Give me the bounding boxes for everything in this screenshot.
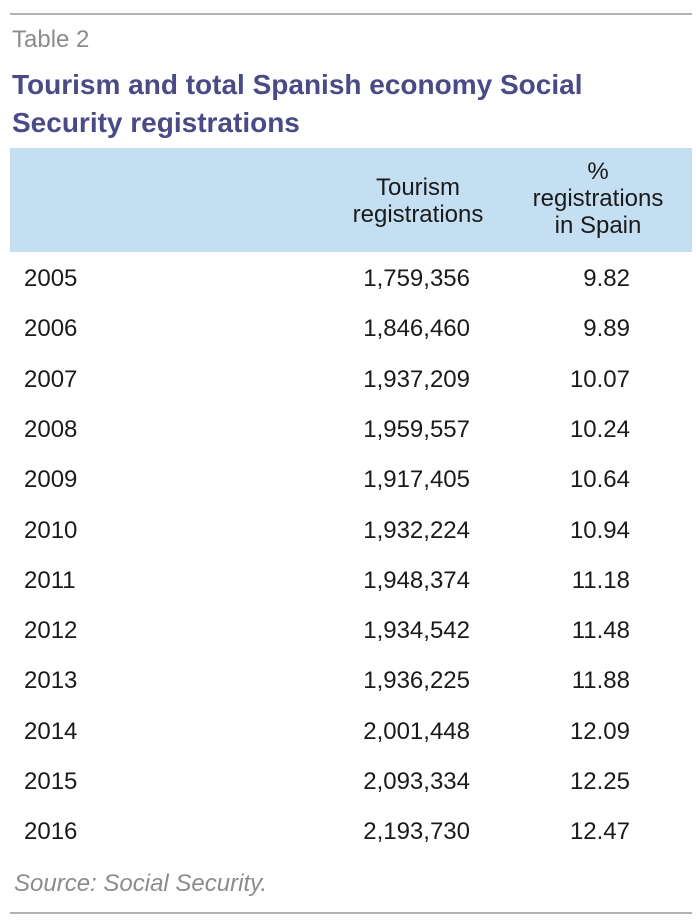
cell-pct: 11.88	[571, 667, 630, 695]
cell-pct: 12.25	[569, 768, 630, 795]
bottom-rule	[10, 912, 692, 914]
table-row: 2013 1,936,225 11.88	[10, 656, 692, 706]
cell-pct: 12.47	[569, 818, 630, 846]
table-row: 2010 1,932,224 10.94	[10, 506, 692, 556]
header-line: registrations	[352, 201, 484, 228]
cell-pct: 12.09	[569, 717, 630, 745]
table-row: 2008 1,959,557 10.24	[10, 405, 692, 455]
cell-pct: 9.89	[583, 315, 630, 343]
cell-year: 2015	[24, 768, 78, 795]
cell-pct: 9.82	[583, 265, 630, 292]
cell-registrations: 1,936,225	[363, 667, 470, 695]
cell-registrations: 1,948,374	[363, 566, 470, 594]
top-rule	[10, 13, 692, 15]
cell-year: 2010	[24, 516, 78, 544]
table-header: Tourism registrations % registrations in…	[10, 148, 692, 252]
cell-pct: 11.48	[571, 617, 630, 645]
cell-registrations: 2,093,334	[363, 768, 470, 795]
table-row: 2007 1,937,209 10.07	[10, 355, 692, 405]
cell-year: 2016	[24, 818, 78, 846]
cell-year: 2006	[24, 315, 78, 343]
table-row: 2009 1,917,405 10.64	[10, 455, 692, 505]
cell-year: 2012	[24, 617, 78, 645]
cell-pct: 10.94	[569, 516, 630, 544]
cell-pct: 10.64	[569, 466, 630, 494]
cell-registrations: 1,846,460	[363, 315, 470, 343]
table-title: Tourism and total Spanish economy Social…	[12, 69, 583, 138]
table-row: 2015 2,093,334 12.25	[10, 757, 692, 807]
cell-year: 2011	[24, 566, 76, 594]
table-row: 2016 2,193,730 12.47	[10, 807, 692, 857]
cell-registrations: 1,932,224	[363, 516, 470, 544]
cell-pct: 10.07	[569, 365, 630, 393]
cell-year: 2009	[24, 466, 78, 494]
cell-registrations: 2,193,730	[363, 818, 470, 846]
cell-registrations: 1,917,405	[363, 466, 470, 494]
cell-year: 2014	[24, 717, 78, 745]
cell-year: 2013	[24, 667, 78, 695]
cell-year: 2008	[24, 415, 78, 443]
table-row: 2006 1,846,460 9.89	[10, 304, 692, 354]
header-line: in Spain	[554, 212, 642, 239]
cell-pct: 10.24	[569, 415, 630, 443]
cell-registrations: 1,759,356	[363, 265, 470, 292]
header-line: %	[587, 158, 609, 185]
table-row: 2011 1,948,374 11.18	[10, 556, 692, 606]
table-label: Table 2	[12, 26, 90, 53]
cell-registrations: 2,001,448	[363, 717, 470, 745]
cell-pct: 11.18	[571, 566, 630, 594]
header-line: registrations	[532, 185, 664, 212]
table-row: 2005 1,759,356 9.82	[10, 254, 692, 304]
cell-year: 2005	[24, 265, 78, 292]
cell-registrations: 1,934,542	[363, 617, 470, 645]
source-note: Source: Social Security.	[14, 870, 267, 897]
cell-year: 2007	[24, 365, 78, 393]
header-tourism-registrations: Tourism registrations	[300, 174, 536, 228]
cell-registrations: 1,959,557	[363, 415, 470, 443]
cell-registrations: 1,937,209	[363, 365, 470, 393]
table-row: 2014 2,001,448 12.09	[10, 707, 692, 757]
table-row: 2012 1,934,542 11.48	[10, 606, 692, 656]
header-pct-registrations: % registrations in Spain	[498, 158, 696, 239]
header-line: Tourism	[375, 174, 460, 201]
